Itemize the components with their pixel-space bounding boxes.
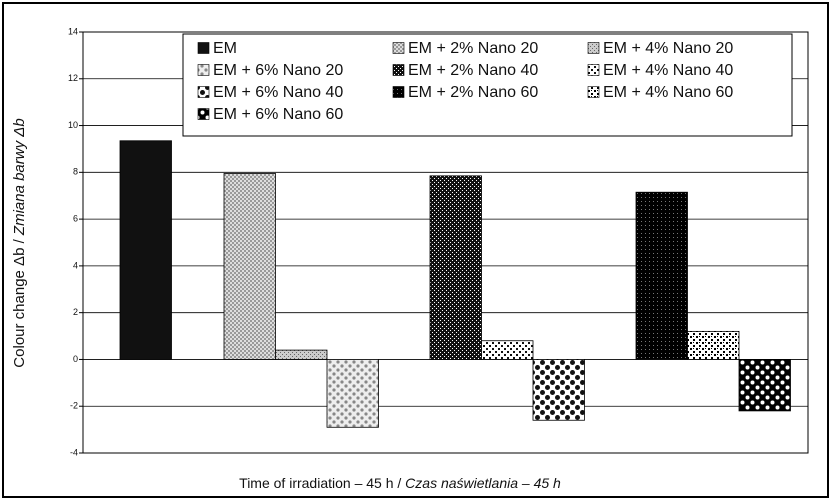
- y-tick-label: 14: [68, 26, 78, 36]
- legend-box: [182, 33, 793, 137]
- legend-label: EM + 6% Nano 20: [213, 62, 343, 79]
- y-tick-label: 12: [68, 73, 78, 83]
- y-label-italic: Zmiana barwy Δb: [11, 118, 28, 236]
- bar: [275, 349, 328, 360]
- legend-label: EM + 6% Nano 60: [213, 106, 343, 123]
- bar: [635, 191, 688, 360]
- legend-label: EM + 6% Nano 40: [213, 84, 343, 101]
- legend-label: EM + 4% Nano 40: [603, 62, 733, 79]
- y-tick-label: 6: [73, 213, 78, 223]
- bar: [481, 340, 534, 360]
- legend-label: EM: [213, 40, 237, 57]
- bar: [223, 173, 276, 360]
- y-label-text: Colour change Δb /: [11, 238, 28, 367]
- y-tick-label: -2: [70, 401, 78, 411]
- plot-border: [82, 31, 809, 454]
- legend-label: EM + 2% Nano 40: [408, 62, 538, 79]
- legend-label: EM + 2% Nano 20: [408, 40, 538, 57]
- legend-swatch: [392, 86, 405, 98]
- legend-label: EM + 4% Nano 60: [603, 84, 733, 101]
- legend-swatch: [587, 64, 600, 76]
- y-tick-label: 10: [68, 120, 78, 130]
- legend-swatch: [587, 42, 600, 54]
- bar: [687, 330, 740, 360]
- bar: [532, 359, 585, 421]
- legend-swatch: [392, 64, 405, 76]
- x-label-italic: Czas naświetlania – 45 h: [405, 475, 561, 491]
- bar: [326, 359, 379, 428]
- legend-swatch: [197, 108, 210, 120]
- y-tick-label: -4: [70, 447, 78, 457]
- y-tick-label: 4: [73, 260, 78, 270]
- bar: [429, 175, 482, 360]
- bar: [119, 140, 172, 360]
- legend-swatch: [197, 86, 210, 98]
- bar: [738, 359, 791, 412]
- legend-swatch: [587, 86, 600, 98]
- y-tick-label: 2: [73, 307, 78, 317]
- legend-swatch: [197, 64, 210, 76]
- y-tick-label: 8: [73, 167, 78, 177]
- y-axis-label: Colour change Δb / Zmiana barwy Δb: [11, 118, 28, 367]
- legend-swatch: [197, 42, 210, 54]
- legend-label: EM + 4% Nano 20: [603, 40, 733, 57]
- x-axis-label: Time of irradiation – 45 h / Czas naświe…: [239, 475, 561, 491]
- x-label-text: Time of irradiation – 45 h /: [239, 475, 401, 491]
- legend-label: EM + 2% Nano 60: [408, 84, 538, 101]
- y-tick-label: 0: [73, 354, 78, 364]
- legend-swatch: [392, 42, 405, 54]
